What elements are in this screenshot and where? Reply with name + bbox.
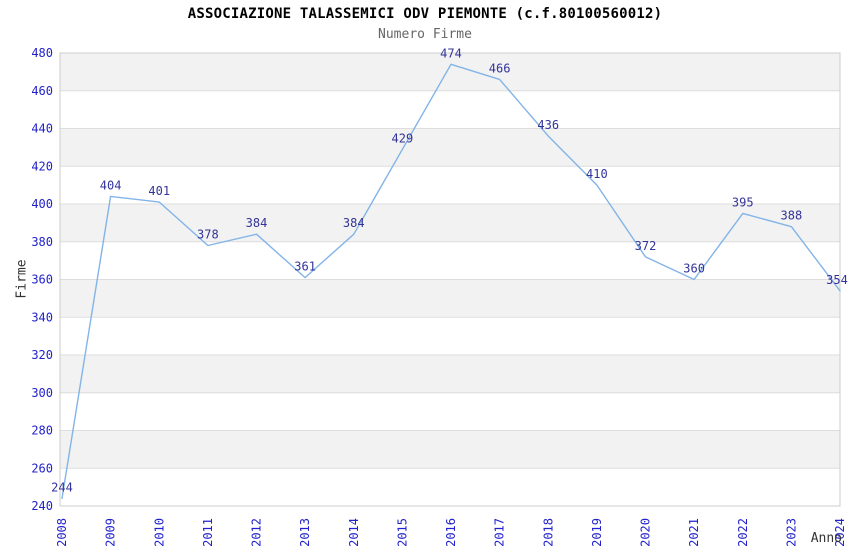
x-tick-label: 2024 xyxy=(833,518,847,547)
x-axis-title: Anno xyxy=(810,531,842,546)
data-point-label: 361 xyxy=(294,260,316,274)
y-tick-label: 440 xyxy=(31,122,53,136)
grid-band xyxy=(60,204,840,242)
plot-border xyxy=(59,52,841,507)
chart-title: ASSOCIAZIONE TALASSEMICI ODV PIEMONTE (c… xyxy=(187,6,663,22)
x-tick-label: 2015 xyxy=(395,518,409,547)
x-tick-label: 2019 xyxy=(590,518,604,547)
grid-band xyxy=(60,128,840,167)
grid-band xyxy=(60,90,840,129)
data-point-label: 410 xyxy=(586,167,608,181)
y-tick-label: 240 xyxy=(31,499,53,513)
y-tick-label: 280 xyxy=(31,424,53,438)
data-point-label: 404 xyxy=(100,178,122,192)
data-point-label: 244 xyxy=(51,480,73,494)
y-tick-label: 260 xyxy=(31,461,53,475)
data-point-label: 401 xyxy=(148,184,170,198)
x-tick-label: 2014 xyxy=(347,518,361,547)
grid-band xyxy=(60,355,840,393)
grid-band xyxy=(60,166,840,204)
data-point-label: 395 xyxy=(732,195,754,209)
x-tick-label: 2012 xyxy=(250,518,264,547)
y-tick-label: 360 xyxy=(31,273,53,287)
grid-band xyxy=(60,468,840,506)
grid-band xyxy=(60,241,840,280)
x-tick-label: 2022 xyxy=(736,518,750,547)
x-tick-label: 2011 xyxy=(201,518,215,547)
y-tick-label: 380 xyxy=(31,235,53,249)
y-tick-label: 460 xyxy=(31,84,53,98)
data-point-label: 466 xyxy=(489,61,511,75)
data-point-label: 388 xyxy=(781,209,803,223)
data-point-label: 354 xyxy=(826,273,848,287)
y-tick-label: 400 xyxy=(31,197,53,211)
x-tick-label: 2021 xyxy=(687,518,701,547)
grid-band xyxy=(60,317,840,355)
x-tick-label: 2009 xyxy=(104,518,118,547)
y-axis-title: Firme xyxy=(14,259,30,299)
x-tick-label: 2018 xyxy=(541,518,555,547)
data-point-label: 384 xyxy=(246,216,268,230)
y-tick-label: 320 xyxy=(31,348,53,362)
chart-subtitle: Numero Firme xyxy=(378,27,472,42)
data-point-label: 360 xyxy=(683,262,705,276)
x-tick-label: 2013 xyxy=(298,518,312,547)
y-tick-label: 340 xyxy=(31,310,53,324)
series-line xyxy=(61,63,841,500)
y-tick-label: 480 xyxy=(31,46,53,60)
grid-band xyxy=(60,392,840,431)
x-tick-label: 2016 xyxy=(444,518,458,547)
y-tick-label: 300 xyxy=(31,386,53,400)
x-tick-label: 2020 xyxy=(639,518,653,547)
x-tick-label: 2008 xyxy=(55,518,69,547)
data-point-label: 429 xyxy=(392,131,414,145)
y-tick-label: 420 xyxy=(31,159,53,173)
data-point-label: 436 xyxy=(537,118,559,132)
x-tick-label: 2017 xyxy=(493,518,507,547)
data-point-label: 384 xyxy=(343,216,365,230)
data-point-label: 378 xyxy=(197,228,219,242)
x-tick-label: 2010 xyxy=(152,518,166,547)
x-tick-label: 2023 xyxy=(784,518,798,547)
grid-band xyxy=(60,279,840,318)
grid-band xyxy=(60,53,840,91)
data-point-label: 372 xyxy=(635,239,657,253)
data-point-label: 474 xyxy=(440,46,462,60)
grid-band xyxy=(60,430,840,469)
